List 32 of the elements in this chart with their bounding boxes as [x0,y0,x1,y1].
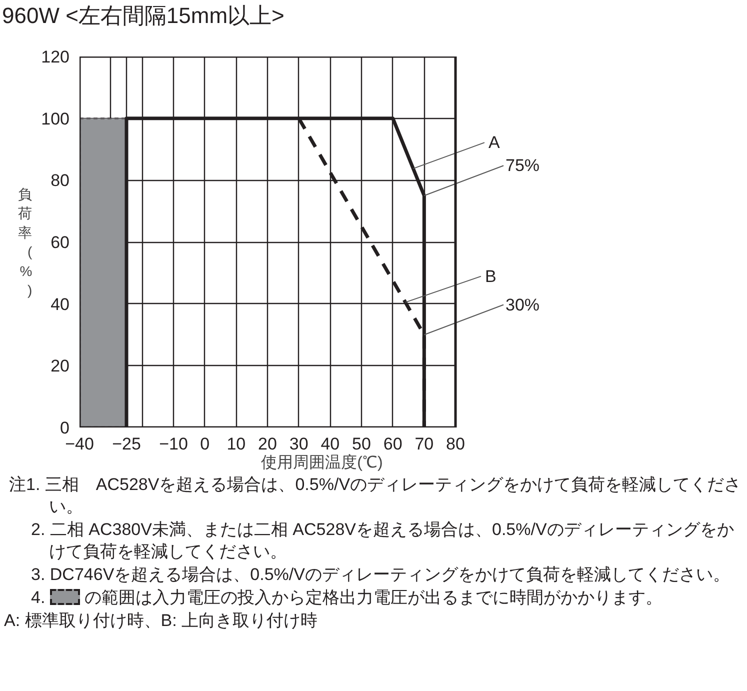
y-tick-label: 20 [50,356,70,376]
x-tick-label: 70 [414,434,434,454]
x-tick-label: −10 [159,434,188,454]
chart-title: 960W <左右間隔15mm以上> [2,2,284,30]
x-tick-label: 50 [352,434,371,454]
text: A [488,133,500,152]
y-tick-label: 0 [60,418,70,438]
x-tick-label: 20 [258,434,277,454]
y-tick-label: 60 [50,233,70,252]
text: B [484,266,496,286]
y-tick-label: 40 [50,294,70,314]
x-tick-label: 10 [226,434,246,454]
text: 3. DC746Vを超える場合は、0.5%/Vのディレーティングをかけて負荷を軽減してください。 [30,564,731,586]
text: 4. [31,588,46,607]
text: A: 標準取り付け時、B: 上向き取り付け時 [4,610,319,632]
text: 注1. 三相 AC528Vを超える場合は、0.5%/Vのディレーティングをかけて負荷を軽減してください。 [8,474,742,518]
x-tick-label: 30 [289,434,308,454]
y-tick-label: 100 [41,109,70,128]
x-tick-label: −40 [65,434,94,454]
annotation: 75% [506,156,540,176]
x-tick-label: 40 [320,434,340,454]
x-tick-label: −25 [112,434,141,454]
y-tick-label: 120 [41,48,70,66]
x-tick-label: 60 [383,434,402,454]
x-tick-label: 80 [446,434,465,454]
x-axis-title: 使用周囲温度(℃) [261,454,383,472]
legend-label: の範囲は入力電圧の投入から定格出力電圧が出るまでに時間がかかります。 [84,588,663,607]
annotation: 30% [506,295,540,314]
y-axis-title: 負荷率(%) [18,186,32,298]
y-tick-label: 80 [50,171,70,190]
text: 2. 二相 AC380V未満、または二相 AC528Vを超える場合は、0.5%/Vのディレーティングをかけて負荷を軽減してください。 [30,519,735,563]
x-tick-label: 0 [200,434,210,454]
